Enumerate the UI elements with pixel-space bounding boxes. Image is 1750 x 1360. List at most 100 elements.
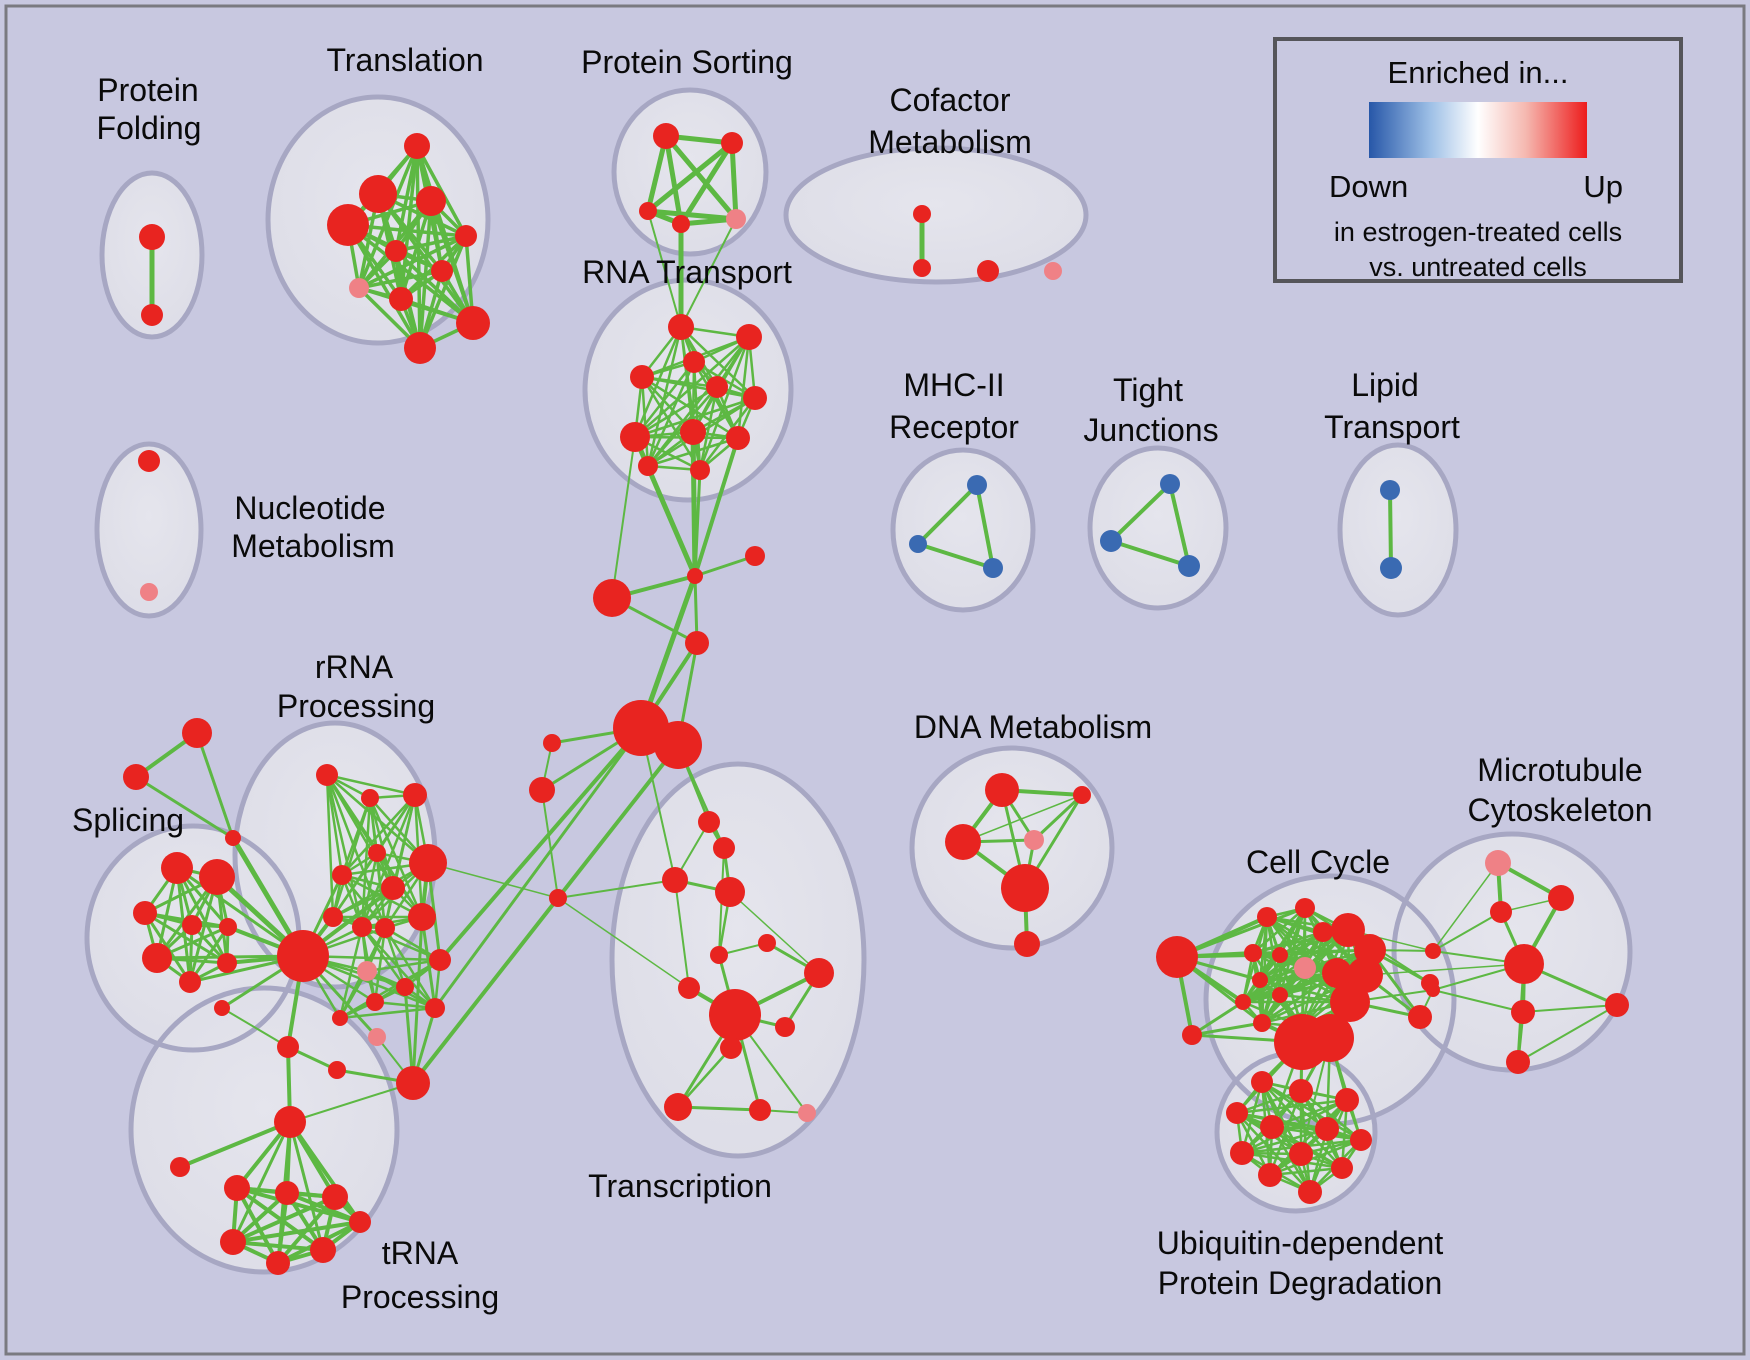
network-node-rt11 (690, 460, 710, 480)
network-edge (640, 375, 702, 472)
network-edge (1268, 1138, 1363, 1177)
network-edge (325, 773, 364, 929)
legend-caption-line2: vs. untreated cells (1369, 252, 1587, 282)
network-node-J2 (685, 631, 709, 655)
network-node-cc9 (1322, 958, 1352, 988)
network-edge (1168, 482, 1191, 568)
network-edge (693, 468, 702, 578)
cluster-label: Transport (1324, 409, 1460, 445)
network-node-rr1 (316, 764, 338, 786)
network-node-B1 (593, 579, 631, 617)
cluster-label: Tight (1113, 372, 1183, 408)
network-node-ub11 (1258, 1163, 1282, 1187)
network-node-rt7 (620, 422, 650, 452)
network-node-c8 (277, 1036, 299, 1058)
cluster-ellipse-cofactor-metabolism (786, 148, 1086, 282)
cluster-ellipse-translation (268, 97, 488, 343)
network-node-rr7 (409, 844, 447, 882)
network-node-mth (1504, 944, 1544, 984)
cluster-label: Junctions (1083, 412, 1218, 448)
network-edge (288, 1120, 362, 1224)
network-edge (645, 208, 739, 222)
network-node-ub3 (1335, 1088, 1359, 1112)
cluster-label: Cytoskeleton (1468, 792, 1653, 828)
network-node-cc8 (1294, 957, 1316, 979)
network-node-J1 (687, 568, 703, 584)
network-node-ps4 (672, 215, 690, 233)
network-node-sp4 (182, 915, 202, 935)
network-edge (357, 234, 468, 290)
network-edge (1032, 793, 1084, 842)
network-edge (729, 140, 739, 222)
network-edge (680, 218, 737, 328)
network-node-mtp (1485, 850, 1511, 876)
network-node-tr2 (275, 1181, 299, 1205)
network-node-ub8 (1230, 1141, 1254, 1165)
network-edge (633, 335, 751, 439)
network-edge (1432, 911, 1502, 952)
network-node-t7 (431, 260, 453, 282)
network-edge (1190, 1021, 1264, 1037)
network-node-tj2 (1100, 530, 1122, 552)
network-node-tx12 (749, 1099, 771, 1121)
network-edge (338, 925, 364, 1020)
network-edge (195, 731, 235, 840)
cluster-label: Translation (326, 42, 483, 78)
legend-title: Enriched in... (1387, 55, 1569, 90)
legend-caption-line1: in estrogen-treated cells (1333, 217, 1623, 247)
network-edge (373, 926, 387, 1004)
cluster-label: Nucleotide (234, 490, 385, 526)
network-node-sp1 (161, 852, 193, 884)
network-node-sp2 (199, 859, 235, 895)
network-node-c7 (328, 1061, 346, 1079)
network-node-cc13 (1272, 987, 1288, 1003)
network-node-c2 (396, 978, 414, 996)
network-node-rt8 (680, 419, 706, 445)
network-edge (420, 915, 437, 1010)
network-edge (288, 1120, 325, 1252)
network-edge (427, 862, 559, 899)
network-edge (646, 464, 697, 578)
network-edge (633, 360, 696, 439)
network-edge (340, 793, 417, 877)
network-node-cc1 (1257, 907, 1277, 927)
network-node-dm3 (1073, 786, 1091, 804)
network-edge (1268, 1166, 1344, 1177)
cluster-label: Processing (341, 1279, 499, 1315)
network-node-sp8 (217, 953, 237, 973)
cluster-outline-tight-junctions (1087, 445, 1229, 611)
network-node-tx8 (804, 958, 834, 988)
network-edge (1260, 1080, 1312, 1194)
network-edge (429, 199, 475, 325)
network-edge (640, 375, 740, 440)
network-node-t11 (404, 332, 436, 364)
cluster-ellipse-nucleotide-metabolism (97, 444, 201, 616)
network-node-rr9 (323, 907, 343, 927)
network-node-mj2 (1426, 983, 1440, 997)
cluster-label: Protein (97, 72, 198, 108)
network-node-cc11 (1252, 972, 1268, 988)
network-node-st1 (182, 718, 212, 748)
network-node-R1 (745, 546, 765, 566)
cluster-label: Cofactor (890, 82, 1011, 118)
network-edge (360, 925, 407, 989)
network-edge (1240, 1127, 1329, 1155)
network-node-c4 (332, 1010, 348, 1026)
network-node-cf4 (1044, 262, 1062, 280)
cluster-label: Microtubule (1477, 752, 1642, 788)
network-node-rt5 (706, 376, 728, 398)
network-node-br3 (543, 734, 561, 752)
network-node-rt6 (743, 386, 767, 410)
network-edge (411, 915, 424, 1085)
network-edge (640, 375, 757, 400)
network-node-dm1 (985, 773, 1019, 807)
network-node-tr5 (310, 1237, 336, 1263)
network-node-t3 (416, 186, 446, 216)
network-node-mt3 (1605, 993, 1629, 1017)
network-edge (646, 325, 683, 468)
network-edge (1235, 1111, 1363, 1142)
network-edge (640, 375, 650, 468)
network-edge (916, 542, 995, 570)
network-edge (325, 773, 417, 797)
network-edge (962, 794, 1083, 843)
